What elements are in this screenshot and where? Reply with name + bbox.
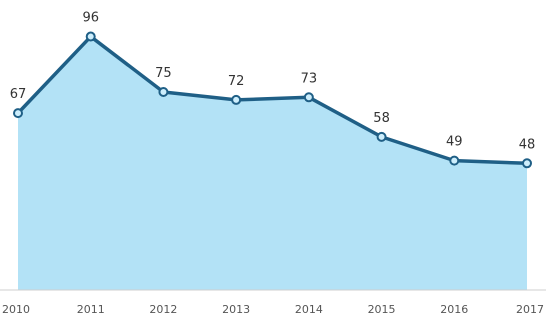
x-tick-label: 2011 (77, 303, 105, 316)
data-label: 72 (228, 74, 245, 89)
data-label: 75 (155, 66, 172, 81)
x-tick-label: 2010 (2, 303, 30, 316)
data-label: 58 (373, 111, 390, 126)
data-point-marker (522, 158, 532, 169)
data-point-marker (158, 87, 169, 97)
x-tick-label: 2015 (368, 303, 396, 316)
data-point-marker (13, 108, 23, 119)
data-label: 67 (10, 87, 27, 102)
data-label: 48 (519, 137, 536, 152)
series-line (16, 34, 529, 166)
x-tick-label: 2013 (222, 303, 250, 316)
data-label: 49 (446, 135, 463, 150)
x-tick-label: 2016 (440, 303, 468, 316)
x-tick-label: 2017 (516, 303, 544, 316)
data-point-marker (303, 92, 314, 103)
data-point-marker (449, 155, 460, 166)
x-tick-label: 2012 (149, 303, 177, 316)
area-fill (18, 36, 527, 291)
data-label: 96 (82, 11, 99, 26)
x-tick-label: 2014 (295, 303, 323, 316)
data-point-marker (85, 31, 96, 42)
data-point-marker (231, 94, 242, 105)
data-point-marker (376, 131, 387, 142)
data-label: 73 (301, 71, 318, 86)
